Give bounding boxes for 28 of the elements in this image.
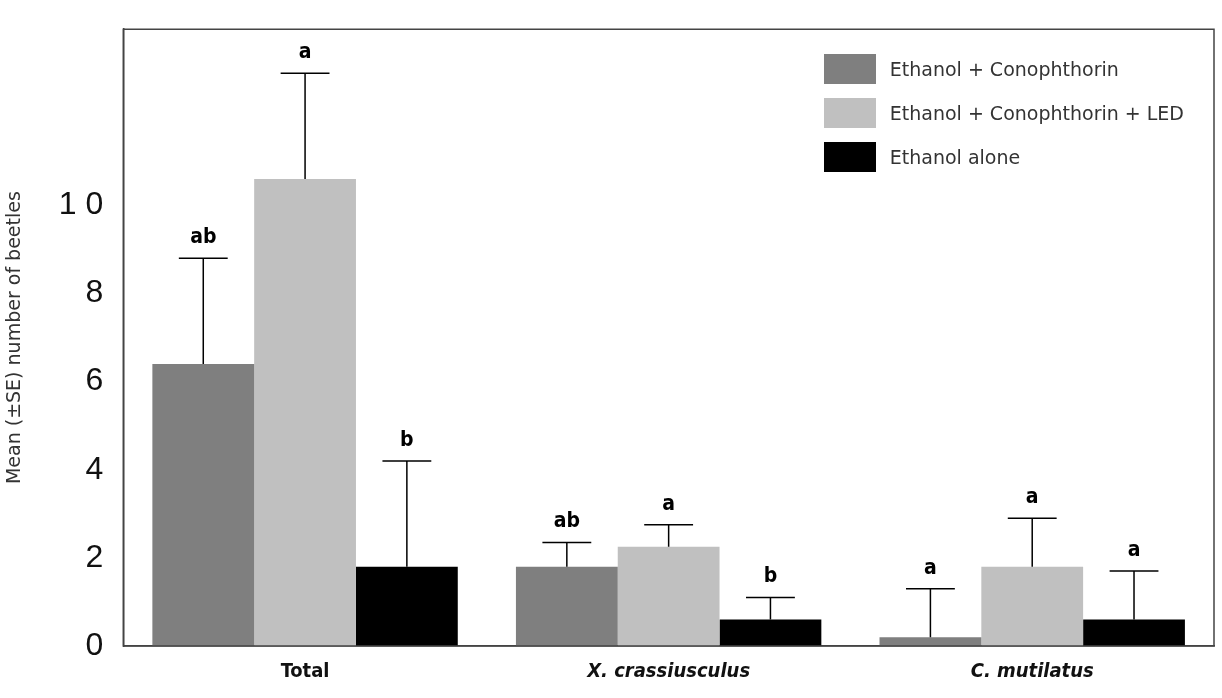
annotation: a: [662, 490, 676, 515]
annotation: a: [298, 39, 312, 64]
legend-label: Ethanol + Conophthorin: [889, 58, 1119, 81]
annotation: ab: [553, 508, 580, 533]
bar: [879, 637, 982, 646]
y-tick-label: 8: [85, 273, 104, 310]
bar: [981, 566, 1084, 646]
y-axis-title: Mean (±SE) number of beetles: [2, 191, 25, 485]
legend-label: Ethanol alone: [889, 146, 1021, 169]
annotation: a: [1025, 484, 1039, 509]
y-tick-label: 0: [85, 625, 104, 662]
annotation: b: [400, 426, 414, 451]
x-tick-label: Total: [280, 658, 330, 683]
x-tick-label: X. crassiusculus: [586, 658, 751, 683]
x-tick-label: C. mutilatus: [970, 658, 1095, 683]
annotation: ab: [190, 224, 217, 249]
legend-label: Ethanol + Conophthorin + LED: [889, 102, 1184, 125]
annotation: a: [1127, 537, 1141, 562]
y-tick-label: 2: [85, 537, 104, 574]
bar: [254, 178, 356, 646]
y-tick-label: 4: [85, 449, 104, 486]
bar: [617, 546, 720, 646]
bar: [515, 566, 618, 646]
annotation: a: [924, 554, 937, 579]
y-tick-label: 1 0: [58, 185, 104, 222]
y-tick-label: 6: [85, 361, 104, 398]
bar: [152, 364, 255, 646]
annotation: b: [763, 563, 778, 588]
